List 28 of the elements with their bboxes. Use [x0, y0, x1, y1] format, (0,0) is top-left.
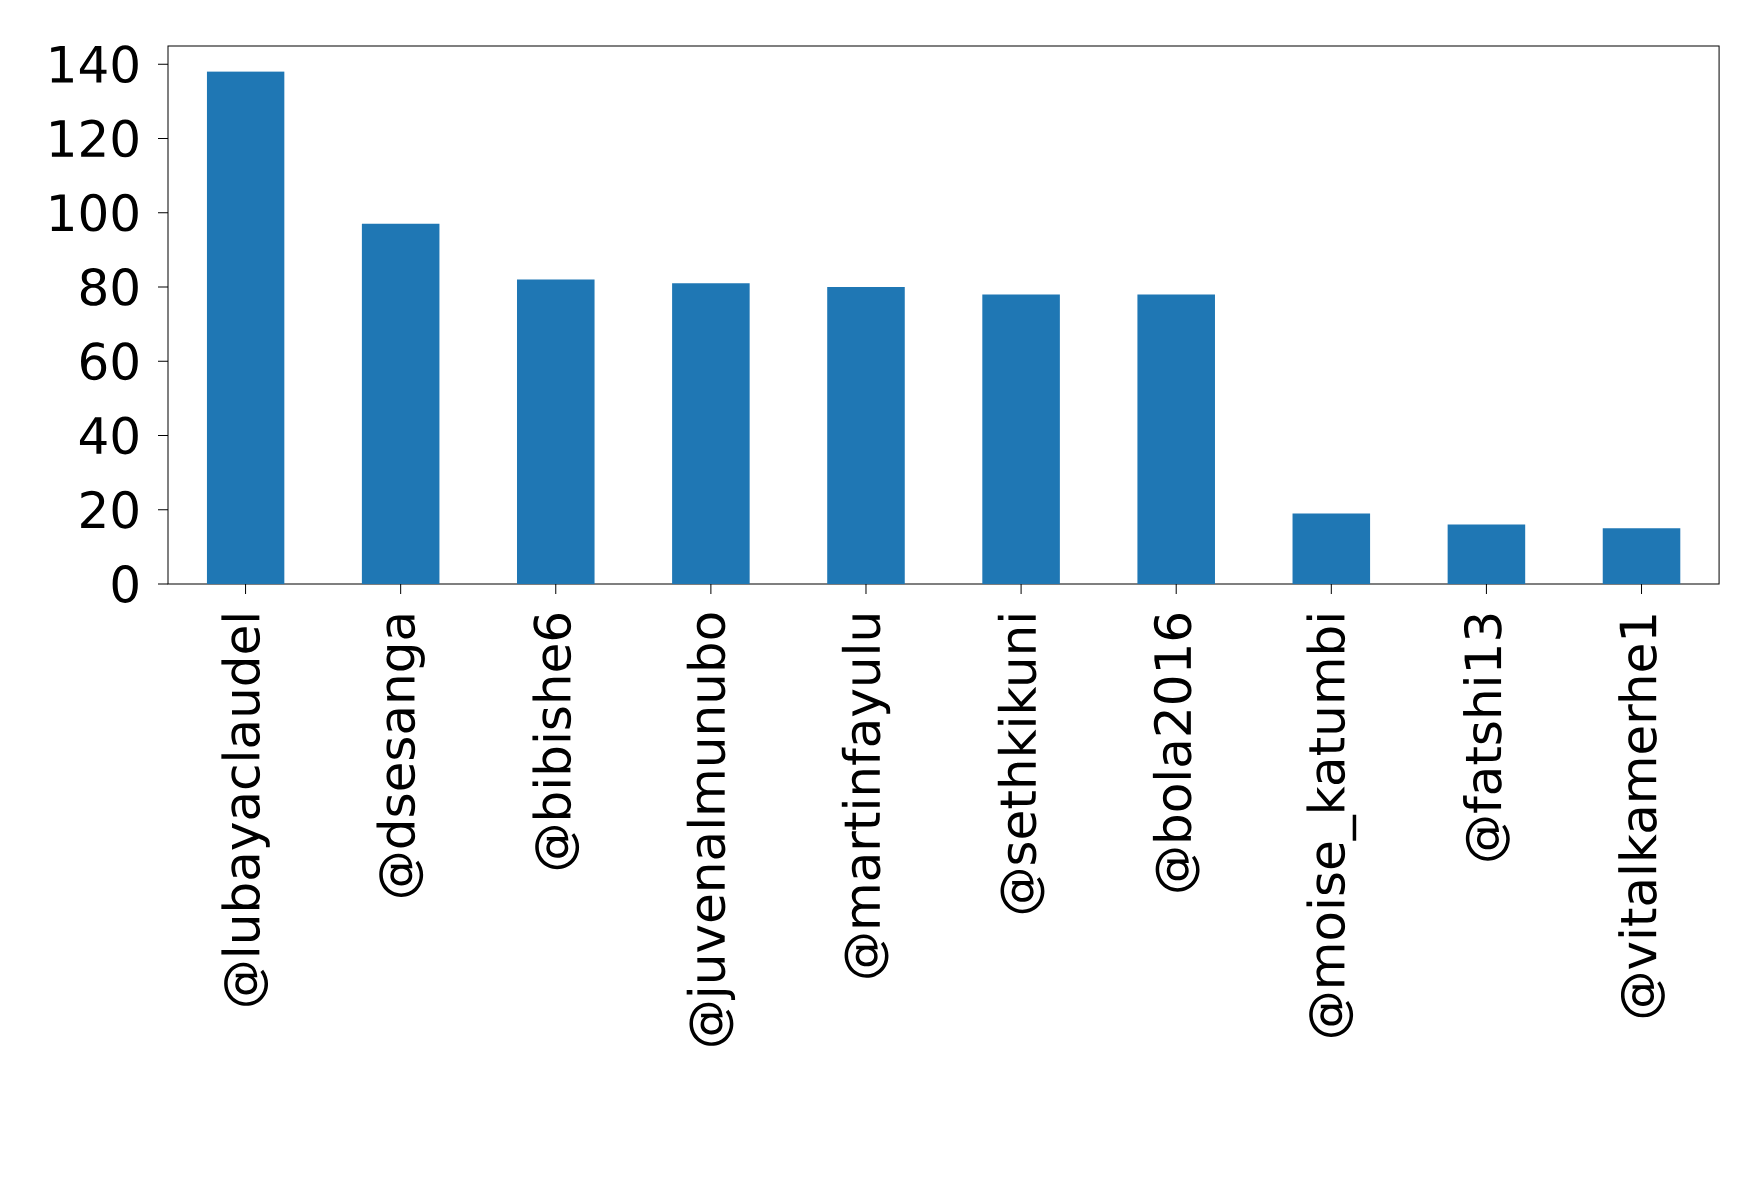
x-tick-label: @martinfayulu — [841, 615, 891, 978]
x-tick-label: @sethkikuni — [997, 615, 1045, 914]
bar — [517, 279, 595, 584]
x-tick-label: @juvenalmunubo — [686, 613, 736, 1046]
y-tick-label: 140 — [51, 45, 138, 84]
bar — [1292, 513, 1371, 584]
x-tick-label: @bola2016 — [1152, 614, 1200, 892]
bar — [1447, 524, 1526, 584]
x-tick-label: @vitalkamerhe1 — [1618, 615, 1665, 1018]
x-tick-label: @dsesanga — [376, 615, 425, 897]
bar — [1602, 528, 1681, 584]
y-tick-label: 20 — [81, 490, 138, 529]
x-tick-label: @fatshi13 — [1463, 614, 1510, 861]
y-tick-label: 120 — [51, 119, 138, 158]
x-tick-label: @bibishe6 — [532, 613, 580, 870]
y-tick-label: 100 — [51, 193, 138, 232]
y-tick-label: 40 — [79, 416, 138, 455]
bar — [672, 283, 750, 584]
bar — [982, 294, 1060, 584]
y-tick-label: 60 — [81, 342, 138, 381]
bar — [827, 286, 905, 584]
y-tick-label: 0 — [112, 565, 138, 603]
x-tick-label: @moise_katumbi — [1306, 615, 1357, 1037]
x-tick-label: @lubayaclaudel — [221, 615, 270, 1006]
bar — [1137, 294, 1215, 584]
bar — [361, 223, 440, 584]
bar — [206, 71, 285, 584]
y-tick-label: 80 — [80, 268, 138, 306]
